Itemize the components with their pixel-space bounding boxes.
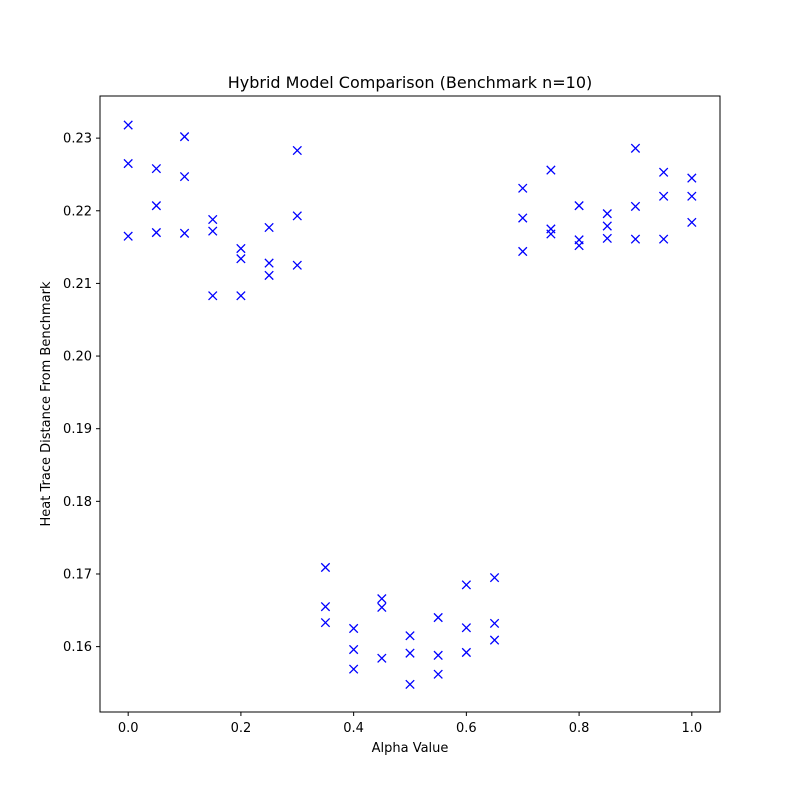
data-point-marker bbox=[320, 602, 331, 612]
data-point-marker bbox=[433, 612, 443, 623]
data-point-marker bbox=[687, 173, 697, 183]
data-point-marker bbox=[292, 260, 302, 270]
data-point-marker bbox=[320, 562, 331, 573]
y-tick-label: 0.22 bbox=[63, 204, 92, 219]
data-point-marker bbox=[405, 648, 415, 658]
data-point-marker bbox=[433, 650, 443, 660]
data-point-marker bbox=[658, 234, 669, 244]
data-point-marker bbox=[208, 214, 218, 225]
data-point-marker bbox=[236, 291, 246, 301]
data-point-marker bbox=[489, 572, 500, 583]
data-point-marker bbox=[461, 580, 472, 590]
y-tick-label: 0.21 bbox=[63, 277, 92, 292]
data-points bbox=[123, 120, 697, 690]
y-axis-ticks: 0.16 0.17 0.18 0.19 0.20 0.21 0.22 0.23 bbox=[63, 132, 100, 655]
data-point-marker bbox=[236, 254, 246, 264]
data-point-marker bbox=[264, 222, 274, 233]
data-point-marker bbox=[546, 165, 556, 175]
data-point-marker bbox=[348, 664, 359, 674]
data-point-marker bbox=[264, 258, 274, 268]
data-point-marker bbox=[602, 221, 612, 231]
data-point-marker bbox=[123, 158, 133, 169]
x-tick-label: 0.0 bbox=[118, 721, 139, 736]
data-point-marker bbox=[687, 217, 697, 228]
y-tick-label: 0.16 bbox=[63, 640, 92, 655]
data-point-marker bbox=[236, 243, 246, 254]
x-tick-label: 0.4 bbox=[343, 721, 364, 736]
data-point-marker bbox=[292, 211, 302, 221]
data-point-marker bbox=[123, 231, 133, 241]
data-point-marker bbox=[461, 623, 472, 633]
x-tick-label: 0.2 bbox=[231, 721, 252, 736]
y-axis-label: Heat Trace Distance From Benchmark bbox=[39, 281, 54, 526]
x-axis-label: Alpha Value bbox=[372, 741, 449, 756]
x-axis-ticks: 0.0 0.2 0.4 0.6 0.8 1.0 bbox=[118, 712, 702, 736]
data-point-marker bbox=[292, 145, 302, 156]
data-point-marker bbox=[574, 240, 584, 251]
data-point-marker bbox=[574, 201, 584, 211]
y-tick-label: 0.17 bbox=[63, 567, 92, 582]
data-point-marker bbox=[489, 635, 500, 645]
x-tick-label: 0.8 bbox=[569, 721, 590, 736]
data-point-marker bbox=[630, 234, 641, 244]
data-point-marker bbox=[630, 143, 641, 153]
data-point-marker bbox=[377, 594, 387, 604]
data-point-marker bbox=[602, 209, 612, 219]
chart-title: Hybrid Model Comparison (Benchmark n=10) bbox=[228, 73, 593, 92]
data-point-marker bbox=[377, 602, 387, 613]
x-tick-label: 1.0 bbox=[681, 721, 702, 736]
data-point-marker bbox=[405, 631, 415, 641]
data-point-marker bbox=[658, 167, 669, 177]
data-point-marker bbox=[687, 191, 697, 201]
plot-frame bbox=[99, 95, 721, 713]
data-point-marker bbox=[546, 229, 556, 239]
data-point-marker bbox=[123, 120, 133, 130]
data-point-marker bbox=[518, 183, 528, 193]
data-point-marker bbox=[151, 163, 162, 174]
data-point-marker bbox=[518, 213, 528, 223]
data-point-marker bbox=[630, 201, 641, 212]
data-point-marker bbox=[151, 201, 162, 211]
data-point-marker bbox=[264, 270, 274, 281]
data-point-marker bbox=[208, 291, 218, 301]
data-point-marker bbox=[179, 228, 190, 238]
data-point-marker bbox=[602, 233, 612, 244]
y-tick-label: 0.19 bbox=[63, 422, 92, 437]
data-point-marker bbox=[489, 618, 500, 629]
data-point-marker bbox=[658, 191, 669, 201]
data-point-marker bbox=[179, 132, 190, 142]
data-point-marker bbox=[320, 617, 331, 628]
data-point-marker bbox=[208, 226, 218, 236]
data-point-marker bbox=[518, 246, 528, 257]
data-point-marker bbox=[348, 623, 359, 634]
x-tick-label: 0.6 bbox=[456, 721, 477, 736]
data-point-marker bbox=[461, 647, 472, 658]
data-point-marker bbox=[433, 669, 443, 679]
data-point-marker bbox=[179, 171, 190, 182]
data-point-marker bbox=[348, 644, 359, 655]
y-tick-label: 0.18 bbox=[63, 495, 92, 510]
data-point-marker bbox=[151, 227, 162, 238]
y-tick-label: 0.20 bbox=[63, 350, 92, 365]
data-point-marker bbox=[405, 679, 415, 690]
data-point-marker bbox=[377, 653, 387, 663]
y-tick-label: 0.23 bbox=[63, 132, 92, 147]
